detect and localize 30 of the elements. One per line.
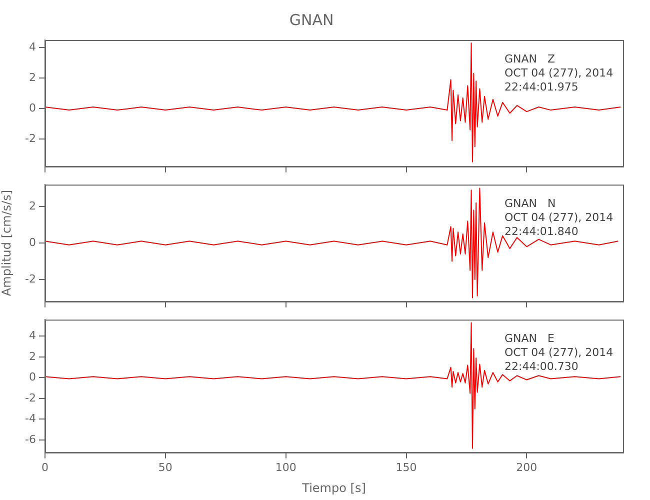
x-tick-label: 200 (516, 460, 538, 474)
y-tick-label: 2 (29, 70, 36, 84)
x-tick-label: 150 (396, 460, 417, 474)
y-axis-title: Amplitud [cm/s/s] (0, 190, 14, 296)
y-tick-label: -2 (25, 272, 36, 286)
y-tick-label: 0 (29, 236, 36, 249)
x-tick-label: 0 (42, 460, 48, 474)
y-tick-label: -2 (25, 391, 36, 404)
annotation: GNAN E (504, 332, 555, 345)
y-tick-label: 0 (29, 370, 36, 384)
y-tick-label: 4 (29, 40, 36, 54)
annotation: GNAN Z (504, 52, 556, 66)
y-tick-label: 2 (29, 199, 36, 212)
y-tick-label: 4 (29, 329, 36, 342)
annotation: GNAN N (504, 196, 556, 210)
y-tick-label: 2 (29, 350, 36, 363)
x-axis-title: Tiempo [s] (301, 480, 366, 495)
y-tick-label: -2 (25, 132, 36, 145)
y-tick-label: -4 (25, 412, 36, 426)
annotation: OCT 04 (277), 2014 (504, 346, 614, 359)
annotation: 22:44:00.730 (504, 360, 578, 373)
y-tick-label: -6 (25, 432, 36, 446)
annotation: 22:44:01.840 (504, 224, 578, 238)
x-tick-label: 100 (275, 460, 296, 474)
annotation: OCT 04 (277), 2014 (504, 210, 614, 224)
chart-title: GNAN (289, 10, 334, 29)
x-tick-label: 50 (158, 460, 172, 474)
y-tick-label: 0 (29, 101, 36, 114)
annotation: 22:44:01.975 (504, 80, 578, 94)
annotation: OCT 04 (277), 2014 (504, 66, 614, 80)
